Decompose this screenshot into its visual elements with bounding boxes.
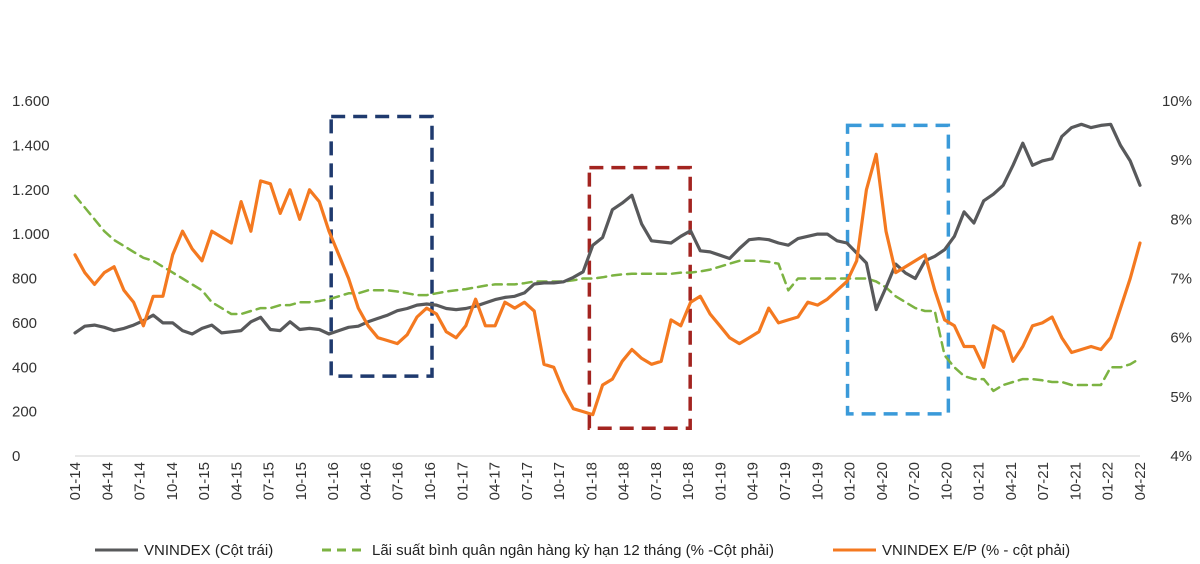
- series-vnindex-line: [73, 122, 1142, 336]
- x-tick-label: 01-21: [971, 462, 988, 500]
- x-tick-label: 07-16: [390, 462, 407, 500]
- legend-item-interest-rate: Lãi suất bình quân ngân hàng kỳ hạn 12 t…: [322, 542, 774, 559]
- x-tick-label: 04-19: [745, 462, 762, 500]
- x-tick-label: 04-21: [1003, 462, 1020, 500]
- series-interest-rate-line: [73, 194, 1142, 393]
- right-tick-label: 7%: [1170, 271, 1192, 288]
- legend-label-vnindex: VNINDEX (Cột trái): [144, 542, 273, 559]
- annotation-box-2: [587, 165, 692, 431]
- x-tick-label: 07-18: [648, 462, 665, 500]
- right-tick-label: 6%: [1170, 330, 1192, 347]
- right-tick-label: 5%: [1170, 389, 1192, 406]
- x-tick-label: 04-14: [99, 462, 116, 500]
- x-tick-label: 07-15: [261, 462, 278, 500]
- x-tick-label: 04-20: [874, 462, 891, 500]
- x-tick-label: 01-22: [1100, 462, 1117, 500]
- annotation-boxes: [329, 114, 951, 431]
- left-tick-label: 200: [12, 404, 37, 421]
- x-tick-label: 07-20: [906, 462, 923, 500]
- x-tick-label: 07-19: [777, 462, 794, 500]
- series-ep-line: [73, 152, 1142, 417]
- right-tick-label: 4%: [1170, 448, 1192, 465]
- x-tick-label: 04-15: [228, 462, 245, 500]
- x-tick-label: 07-21: [1035, 462, 1052, 500]
- left-tick-label: 400: [12, 359, 37, 376]
- right-axis: 4% 5% 6% 7% 8% 9% 10%: [1162, 93, 1192, 465]
- x-tick-label: 10-17: [551, 462, 568, 500]
- x-tick-label: 01-16: [325, 462, 342, 500]
- legend-label-interest-rate: Lãi suất bình quân ngân hàng kỳ hạn 12 t…: [372, 542, 774, 559]
- annotation-box-3: [845, 123, 951, 416]
- left-tick-label: 1.000: [12, 226, 50, 243]
- x-tick-label: 01-20: [842, 462, 859, 500]
- x-tick-label: 01-19: [712, 462, 729, 500]
- legend-item-vnindex: VNINDEX (Cột trái): [95, 542, 273, 559]
- x-tick-label: 01-17: [454, 462, 471, 500]
- left-tick-label: 1.600: [12, 93, 50, 110]
- x-tick-label: 07-14: [132, 462, 149, 500]
- x-tick-label: 04-17: [487, 462, 504, 500]
- series-layer: [73, 122, 1142, 417]
- left-tick-label: 1.400: [12, 137, 50, 154]
- right-tick-label: 9%: [1170, 152, 1192, 169]
- legend-label-ep: VNINDEX E/P (% - cột phải): [882, 542, 1070, 559]
- x-tick-label: 04-18: [616, 462, 633, 500]
- right-tick-label: 8%: [1170, 211, 1192, 228]
- x-tick-label: 04-22: [1132, 462, 1149, 500]
- left-axis: 0 200 400 600 800 1.000 1.200 1.400 1.600: [12, 93, 50, 465]
- left-tick-label: 0: [12, 448, 20, 465]
- left-tick-label: 1.200: [12, 182, 50, 199]
- left-tick-label: 800: [12, 271, 37, 288]
- x-tick-label: 10-20: [938, 462, 955, 500]
- annotation-box-1: [329, 114, 434, 378]
- x-axis: 01-14 04-14 07-14 10-14 01-15 04-15 07-15 10-15…: [67, 455, 1149, 500]
- x-tick-label: 10-14: [164, 462, 181, 500]
- x-tick-label: 10-19: [809, 462, 826, 500]
- legend-item-ep: VNINDEX E/P (% - cột phải): [833, 542, 1070, 559]
- x-tick-label: 10-18: [680, 462, 697, 500]
- x-tick-label: 01-14: [67, 462, 84, 500]
- left-tick-label: 600: [12, 315, 37, 332]
- x-tick-label: 10-15: [293, 462, 310, 500]
- x-tick-label: 04-16: [357, 462, 374, 500]
- x-tick-label: 01-18: [583, 462, 600, 500]
- x-tick-label: 10-16: [422, 462, 439, 500]
- x-tick-label: 10-21: [1067, 462, 1084, 500]
- legend: VNINDEX (Cột trái) Lãi suất bình quân ng…: [95, 542, 1070, 559]
- x-tick-label: 01-15: [196, 462, 213, 500]
- right-tick-label: 10%: [1162, 93, 1192, 110]
- x-tick-label: 07-17: [519, 462, 536, 500]
